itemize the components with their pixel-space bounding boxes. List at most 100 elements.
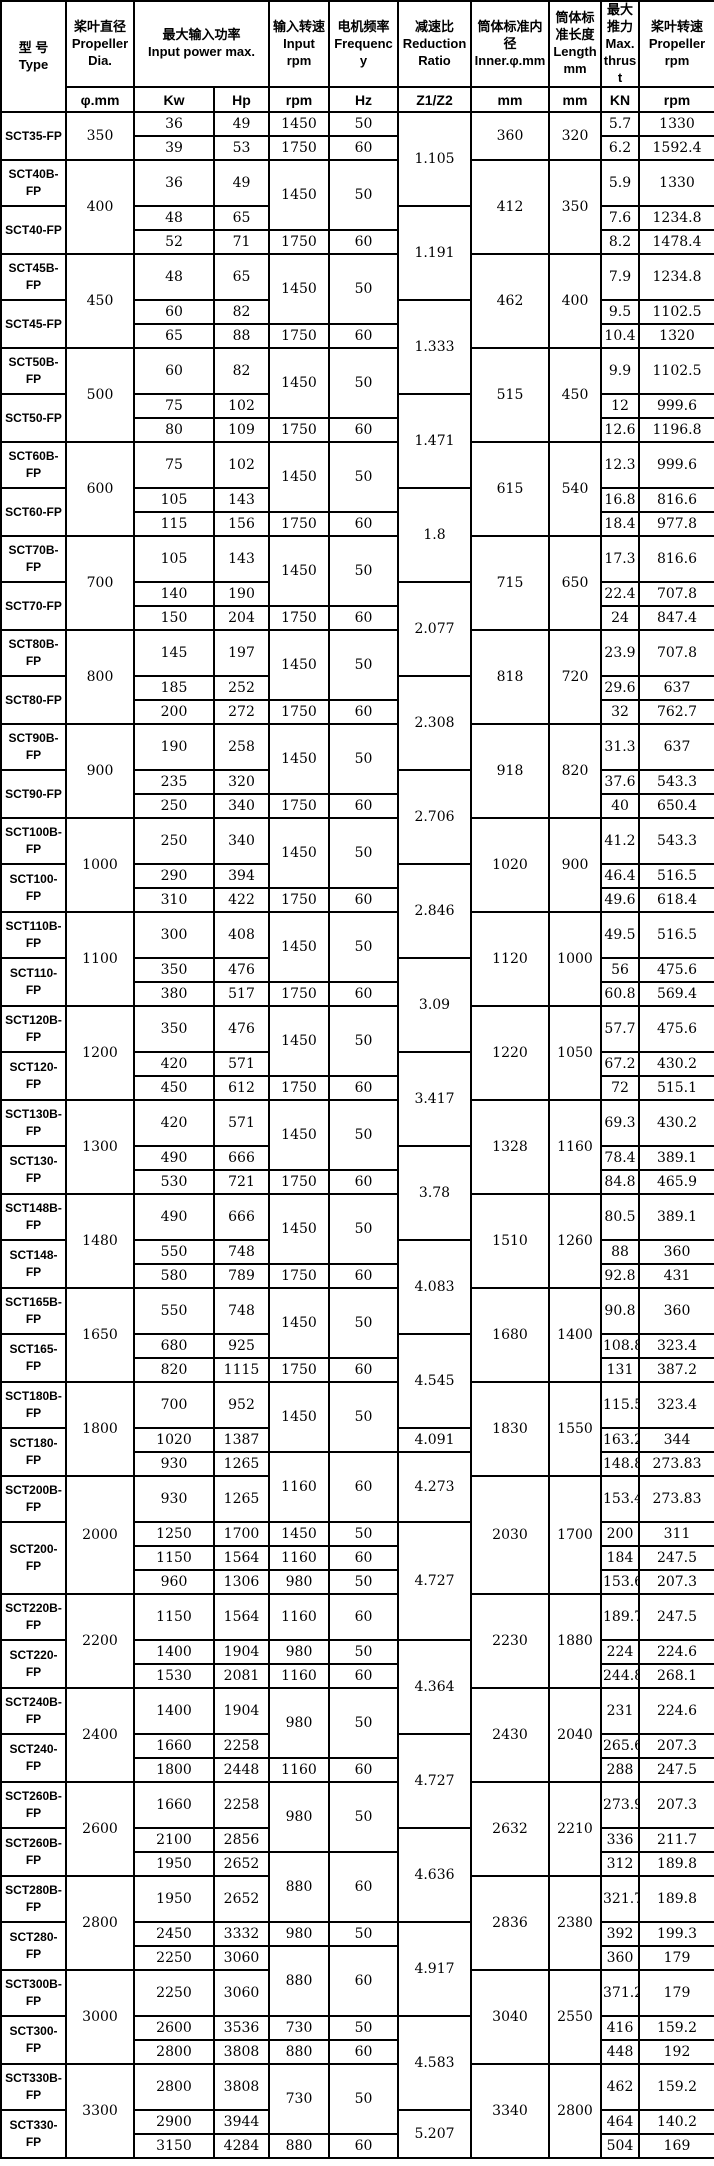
value-cell: 2040 xyxy=(548,1687,602,1784)
value-cell: 50 xyxy=(328,1381,399,1454)
header-type-cn: 型 号 xyxy=(18,39,49,55)
value-cell: 847.4 xyxy=(638,605,714,632)
value-cell: 720 xyxy=(548,629,602,726)
value-cell: 50 xyxy=(328,2063,399,2136)
value-cell: 516.5 xyxy=(638,863,714,890)
value-cell: 31.3 xyxy=(600,723,640,772)
value-cell: 1300 xyxy=(65,1099,135,1196)
value-cell: 207.3 xyxy=(638,1781,714,1830)
value-cell: 1328 xyxy=(470,1099,550,1196)
value-cell: 1400 xyxy=(133,1639,215,1666)
value-cell: 350 xyxy=(133,957,215,984)
value-cell: 1120 xyxy=(470,911,550,1008)
value-cell: 105 xyxy=(133,535,215,584)
value-cell: 288 xyxy=(600,1757,640,1784)
table-row: 530 721 1750 60 84.8 465.9 xyxy=(1,1169,714,1196)
value-cell: 1160 xyxy=(268,1545,330,1572)
model-name-cell: SCT45B-FP xyxy=(0,253,67,302)
value-cell: 816.6 xyxy=(638,535,714,584)
value-cell: 416 xyxy=(600,2015,640,2042)
table-row: SCT60B-FP 600 75 102 1450 50 615 540 12.3 999.6 xyxy=(0,441,714,538)
value-cell: 273.83 xyxy=(638,1475,714,1524)
value-cell: 2800 xyxy=(133,2039,215,2066)
value-cell: 762.7 xyxy=(638,699,714,726)
model-name-cell: SCT165-FP xyxy=(0,1333,67,1384)
value-cell: 49 xyxy=(213,111,270,138)
header-inner-dia: 筒体标准内径 Inner.φ.mm xyxy=(470,0,550,89)
value-cell: 571 xyxy=(213,1099,270,1148)
model-name-cell: SCT50B-FP xyxy=(0,347,67,396)
value-cell: 1387 xyxy=(213,1427,270,1454)
value-cell: 8.2 xyxy=(600,229,640,256)
value-cell: 60 xyxy=(328,1263,399,1290)
value-cell: 60 xyxy=(328,793,399,820)
value-cell: 475.6 xyxy=(638,1005,714,1054)
value-cell: 75 xyxy=(133,441,215,490)
table-row: SCT200-FP 1250 1700 1450 50 4.727 200 311 xyxy=(0,1521,714,1642)
value-cell: 515 xyxy=(470,347,550,444)
model-name-cell: SCT45-FP xyxy=(0,299,67,350)
model-name-cell: SCT300B-FP xyxy=(0,1969,67,2018)
value-cell: 918 xyxy=(470,723,550,820)
value-cell: 2856 xyxy=(213,1827,270,1854)
value-cell: 1450 xyxy=(268,1005,330,1078)
value-cell: 1160 xyxy=(268,1757,330,1784)
header-row-units: φ.mm Kw Hp rpm Hz Z1/Z2 mm mm KN rpm xyxy=(1,86,714,114)
value-cell: 1660 xyxy=(133,1733,215,1760)
value-cell: 60 xyxy=(328,229,399,256)
value-cell: 50 xyxy=(328,347,399,420)
value-cell: 1234.8 xyxy=(638,205,714,232)
value-cell: 207.3 xyxy=(638,1569,714,1596)
value-cell: 344 xyxy=(638,1427,714,1454)
value-cell: 1750 xyxy=(268,1263,330,1290)
value-cell: 4.273 xyxy=(397,1451,472,1524)
table-row: 80 109 1750 60 12.6 1196.8 xyxy=(1,417,714,444)
value-cell: 323.4 xyxy=(638,1333,714,1360)
value-cell: 1450 xyxy=(268,1193,330,1266)
value-cell: 312 xyxy=(600,1851,640,1878)
value-cell: 3340 xyxy=(470,2063,550,2160)
value-cell: 360 xyxy=(470,111,550,162)
value-cell: 1750 xyxy=(268,1075,330,1102)
value-cell: 1450 xyxy=(268,911,330,984)
value-cell: 60 xyxy=(328,699,399,726)
value-cell: 197 xyxy=(213,629,270,678)
unit-propeller-rpm: rpm xyxy=(638,86,714,114)
value-cell: 71 xyxy=(213,229,270,256)
value-cell: 1234.8 xyxy=(638,253,714,302)
value-cell: 1450 xyxy=(268,629,330,702)
unit-inner-mm: mm xyxy=(470,86,550,114)
value-cell: 1880 xyxy=(548,1593,602,1690)
value-cell: 721 xyxy=(213,1169,270,1196)
table-row: SCT45-FP 60 82 1.333 9.5 1102.5 xyxy=(0,299,714,396)
value-cell: 39 xyxy=(133,135,215,162)
table-row: SCT90B-FP 900 190 258 1450 50 918 820 31.3 637 xyxy=(0,723,714,820)
value-cell: 789 xyxy=(213,1263,270,1290)
value-cell: 5.9 xyxy=(600,159,640,208)
value-cell: 272 xyxy=(213,699,270,726)
value-cell: 730 xyxy=(268,2063,330,2136)
value-cell: 475.6 xyxy=(638,957,714,984)
value-cell: 3332 xyxy=(213,1921,270,1948)
value-cell: 1510 xyxy=(470,1193,550,1290)
value-cell: 50 xyxy=(328,1099,399,1172)
value-cell: 60 xyxy=(328,1851,399,1924)
value-cell: 707.8 xyxy=(638,629,714,678)
value-cell: 60 xyxy=(328,511,399,538)
table-row: 65 88 1750 60 10.4 1320 xyxy=(1,323,714,350)
value-cell: 50 xyxy=(328,1287,399,1360)
table-row: SCT60-FP 105 143 1.8 16.8 816.6 xyxy=(0,487,714,584)
value-cell: 1750 xyxy=(268,699,330,726)
table-row: SCT40B-FP 400 36 49 1450 50 412 350 5.9 1330 xyxy=(0,159,714,256)
value-cell: 2600 xyxy=(133,2015,215,2042)
value-cell: 930 xyxy=(133,1475,215,1524)
value-cell: 420 xyxy=(133,1099,215,1148)
value-cell: 4.636 xyxy=(397,1827,472,1924)
value-cell: 2030 xyxy=(470,1475,550,1596)
value-cell: 3300 xyxy=(65,2063,135,2160)
value-cell: 57.7 xyxy=(600,1005,640,1054)
